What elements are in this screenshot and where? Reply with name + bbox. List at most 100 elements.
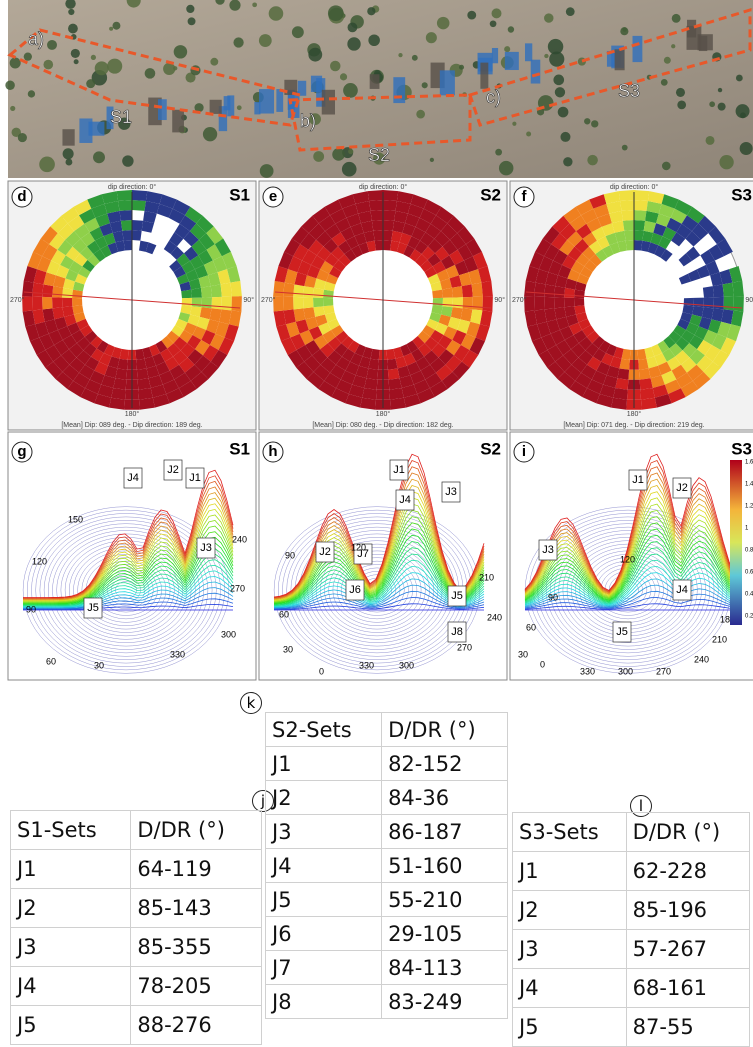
row: J468-161 — [513, 969, 750, 1008]
angle-label: 120 — [32, 556, 47, 566]
shrub — [719, 155, 733, 169]
shrub — [259, 34, 272, 47]
colorbar-label: 0.2 — [745, 614, 753, 620]
shrub — [504, 46, 510, 52]
density-cell — [122, 230, 132, 241]
angle-label: 240 — [487, 612, 502, 622]
shrub — [343, 83, 358, 98]
shrub — [10, 57, 21, 68]
density-cell — [132, 190, 147, 201]
shrub — [549, 52, 564, 67]
shrub — [490, 20, 497, 27]
shrub — [677, 100, 686, 109]
density-cell — [117, 190, 132, 201]
density-cell — [293, 284, 304, 297]
angle-label: 60 — [46, 656, 56, 666]
density-cell — [368, 190, 383, 201]
joint-label: J8 — [451, 626, 463, 638]
density-cell — [202, 297, 212, 308]
density-cell — [634, 210, 647, 221]
angle-label: 300 — [221, 629, 236, 639]
shrub — [367, 7, 375, 15]
density-cell — [303, 297, 313, 308]
density-cell — [613, 388, 628, 400]
cell: 82-152 — [382, 747, 508, 781]
cell: 84-113 — [382, 951, 508, 985]
joint-label: J5 — [451, 590, 463, 602]
density-cell — [544, 284, 555, 297]
density-cell — [482, 281, 493, 297]
joint-label: J1 — [189, 472, 201, 484]
colorbar-label: 0.4 — [745, 592, 753, 598]
density-cell — [72, 298, 82, 306]
shrub — [229, 0, 240, 11]
density-cell — [442, 288, 453, 298]
row: S3-SetsD/DR (°) — [513, 813, 750, 852]
shrub — [348, 149, 353, 154]
shrub — [584, 118, 590, 124]
shrub — [95, 61, 109, 75]
shrub — [28, 90, 35, 97]
shrub — [203, 127, 217, 141]
site-label: S2 — [480, 185, 501, 204]
shrub — [68, 24, 78, 34]
shrub — [676, 88, 685, 97]
joint-label: J2 — [676, 482, 688, 494]
joint-label: J6 — [349, 584, 361, 596]
angle-label: 300 — [399, 660, 414, 670]
shrub — [66, 159, 73, 166]
density-cell — [62, 298, 72, 308]
density-cell — [564, 288, 575, 298]
density-cell — [313, 288, 324, 298]
row: J357-267 — [513, 930, 750, 969]
density-cell — [704, 297, 714, 308]
joint-label: J4 — [399, 494, 411, 506]
colorbar — [730, 460, 742, 625]
density-cell — [626, 240, 634, 251]
density-cell — [231, 281, 242, 297]
colorbar-label: 0.8 — [745, 548, 753, 554]
table: S3-SetsD/DR (°)J162-228J285-196J357-267J… — [512, 812, 750, 1047]
row: J285-196 — [513, 891, 750, 930]
density-cell — [42, 297, 52, 310]
density-cell — [433, 298, 443, 306]
angle-label: 330 — [170, 649, 185, 659]
shrub — [398, 53, 402, 57]
cell: J3 — [266, 815, 382, 849]
density-cell — [222, 297, 232, 311]
rock — [259, 89, 274, 113]
angle-label: 0 — [540, 659, 545, 669]
density-cell — [383, 220, 394, 231]
shrub — [5, 81, 15, 91]
row: J784-113 — [266, 951, 508, 985]
density-cell — [564, 298, 574, 308]
west-label: 270° — [261, 296, 276, 304]
shrub — [412, 55, 418, 61]
density-cell — [684, 298, 694, 306]
shrub — [555, 87, 565, 97]
north-label: dip direction: 0° — [108, 183, 157, 191]
density-cell — [694, 298, 704, 308]
shrub — [553, 75, 564, 86]
shrub — [661, 79, 668, 86]
shrub — [308, 48, 322, 62]
photo-label: b) — [300, 111, 316, 131]
density-cell — [713, 284, 724, 297]
shrub — [93, 151, 105, 163]
cell: 85-355 — [131, 928, 262, 967]
row: J164-119 — [11, 850, 262, 889]
density-cell — [383, 240, 391, 251]
shrub — [740, 142, 753, 155]
density-cell — [182, 298, 192, 306]
density-cell — [293, 297, 303, 310]
density-cell — [634, 200, 648, 211]
shrub — [10, 106, 15, 111]
angle-label: 120 — [351, 542, 366, 552]
shrub — [86, 79, 95, 88]
density-cell — [634, 190, 649, 201]
density-cell — [375, 240, 383, 251]
cell: 86-187 — [382, 815, 508, 849]
angle-label: 30 — [94, 660, 104, 670]
mean-label: [Mean] Dip: 080 deg. - Dip direction: 18… — [312, 422, 453, 429]
cell: J1 — [513, 852, 627, 891]
